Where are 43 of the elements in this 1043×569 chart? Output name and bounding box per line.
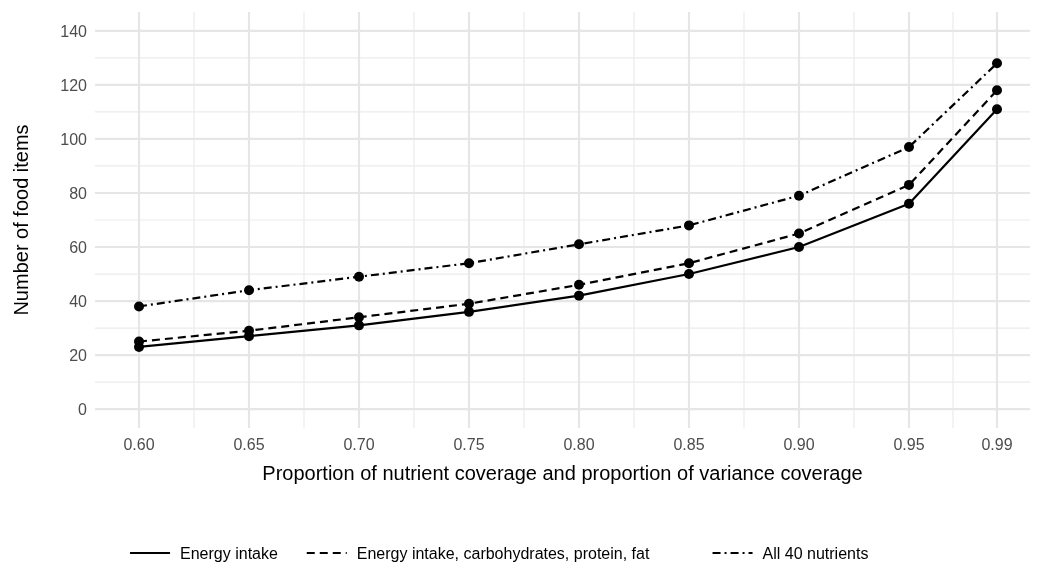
- x-tick-label: 0.65: [233, 436, 265, 453]
- x-tick-label: 0.95: [893, 436, 925, 453]
- point: [684, 258, 694, 269]
- y-tick-label: 40: [69, 292, 88, 310]
- point: [244, 285, 254, 296]
- point: [134, 301, 144, 312]
- x-tick-label: 0.60: [123, 436, 155, 453]
- point: [684, 220, 694, 231]
- point: [574, 279, 584, 290]
- x-tick-label: 0.75: [453, 436, 485, 453]
- x-tick-label: 0.70: [343, 436, 375, 453]
- y-tick-label: 60: [69, 238, 88, 256]
- point: [992, 85, 1002, 96]
- y-tick-label: 100: [60, 130, 88, 148]
- point: [464, 298, 474, 309]
- y-tick-label: 80: [69, 184, 88, 202]
- x-axis-title: Proportion of nutrient coverage and proportion of variance coverage: [262, 462, 863, 484]
- legend-label: Energy intake, carbohydrates, protein, fat: [356, 544, 650, 562]
- y-tick-label: 0: [78, 400, 88, 418]
- point: [904, 142, 914, 153]
- point: [992, 58, 1002, 69]
- point: [354, 312, 364, 323]
- point: [794, 242, 804, 253]
- x-tick-label: 0.90: [783, 436, 815, 453]
- y-tick-label: 140: [60, 22, 88, 40]
- x-tick-label: 0.80: [563, 436, 595, 453]
- y-tick-label: 120: [60, 76, 88, 94]
- point: [904, 198, 914, 209]
- point: [574, 239, 584, 250]
- point: [992, 104, 1002, 115]
- y-axis-title: Number of food items: [10, 124, 32, 316]
- point: [794, 190, 804, 201]
- point: [574, 290, 584, 301]
- x-tick-label: 0.85: [673, 436, 705, 453]
- legend-label: Energy intake: [180, 544, 278, 562]
- y-tick-label: 20: [69, 346, 88, 364]
- point: [794, 228, 804, 239]
- point: [464, 258, 474, 269]
- legend-label: All 40 nutrients: [762, 544, 869, 562]
- point: [354, 271, 364, 282]
- point: [904, 179, 914, 190]
- x-tick-label: 0.99: [981, 436, 1013, 453]
- point: [684, 269, 694, 280]
